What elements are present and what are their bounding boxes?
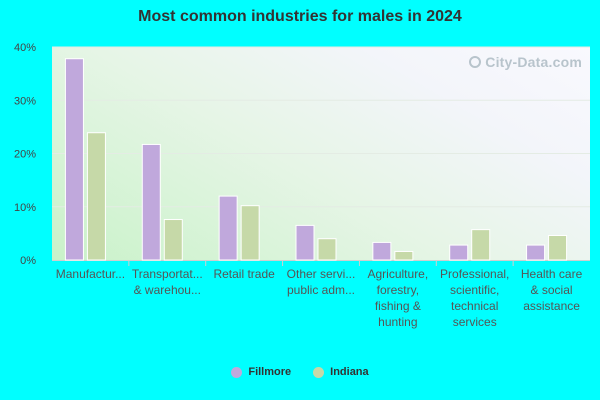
bar-indiana bbox=[471, 229, 491, 261]
y-tick-label: 0% bbox=[20, 255, 36, 267]
x-tick-label: technical bbox=[451, 299, 498, 313]
bar-indiana bbox=[548, 235, 568, 261]
x-tick-label: Other servi... bbox=[287, 267, 356, 281]
bar-indiana bbox=[317, 238, 337, 261]
bar-fillmore bbox=[372, 241, 392, 261]
y-tick-label: 10% bbox=[14, 202, 36, 214]
x-tick-label: hunting bbox=[378, 315, 417, 329]
bar-fillmore bbox=[218, 195, 238, 261]
bar-fillmore bbox=[64, 58, 84, 261]
x-tick-label: services bbox=[453, 315, 497, 329]
x-tick-label: & social bbox=[531, 283, 573, 297]
x-tick-label: public adm... bbox=[287, 283, 355, 297]
magnifier-icon bbox=[469, 56, 482, 68]
legend: Fillmore Indiana bbox=[0, 366, 600, 378]
legend-label-fillmore: Fillmore bbox=[248, 366, 292, 378]
x-tick-label: Professional, bbox=[440, 267, 509, 281]
bar-fillmore bbox=[526, 244, 546, 261]
watermark-text: City-Data.com bbox=[485, 54, 582, 70]
bar-indiana bbox=[86, 132, 106, 261]
watermark: City-Data.com bbox=[469, 54, 582, 70]
x-tick-label: Retail trade bbox=[213, 267, 275, 281]
x-tick-label: Agriculture, bbox=[368, 267, 429, 281]
x-tick-label: assistance bbox=[523, 299, 580, 313]
bar-indiana bbox=[240, 205, 260, 261]
x-tick-label: scientific, bbox=[450, 283, 499, 297]
y-tick-label: 40% bbox=[14, 42, 36, 54]
bar-fillmore bbox=[295, 224, 315, 261]
x-tick-label: Transportat... bbox=[132, 267, 203, 281]
x-tick-label: forestry, bbox=[377, 283, 419, 297]
legend-swatch-fillmore bbox=[231, 366, 243, 378]
legend-item-fillmore: Fillmore bbox=[231, 366, 291, 378]
x-tick-label: & warehou... bbox=[134, 283, 201, 297]
x-tick-label: fishing & bbox=[375, 299, 421, 313]
y-tick-label: 20% bbox=[14, 149, 36, 161]
bar-indiana bbox=[163, 219, 183, 261]
legend-label-indiana: Indiana bbox=[330, 366, 369, 378]
x-tick-label: Manufactur... bbox=[56, 267, 125, 281]
y-tick-label: 30% bbox=[14, 95, 36, 107]
legend-item-indiana: Indiana bbox=[313, 366, 369, 378]
chart-title: Most common industries for males in 2024 bbox=[138, 8, 462, 25]
x-tick-label: Health care bbox=[521, 267, 583, 281]
bar-indiana bbox=[394, 250, 414, 261]
legend-swatch-indiana bbox=[313, 366, 325, 378]
bar-fillmore bbox=[141, 143, 161, 261]
bar-fillmore bbox=[449, 244, 469, 261]
